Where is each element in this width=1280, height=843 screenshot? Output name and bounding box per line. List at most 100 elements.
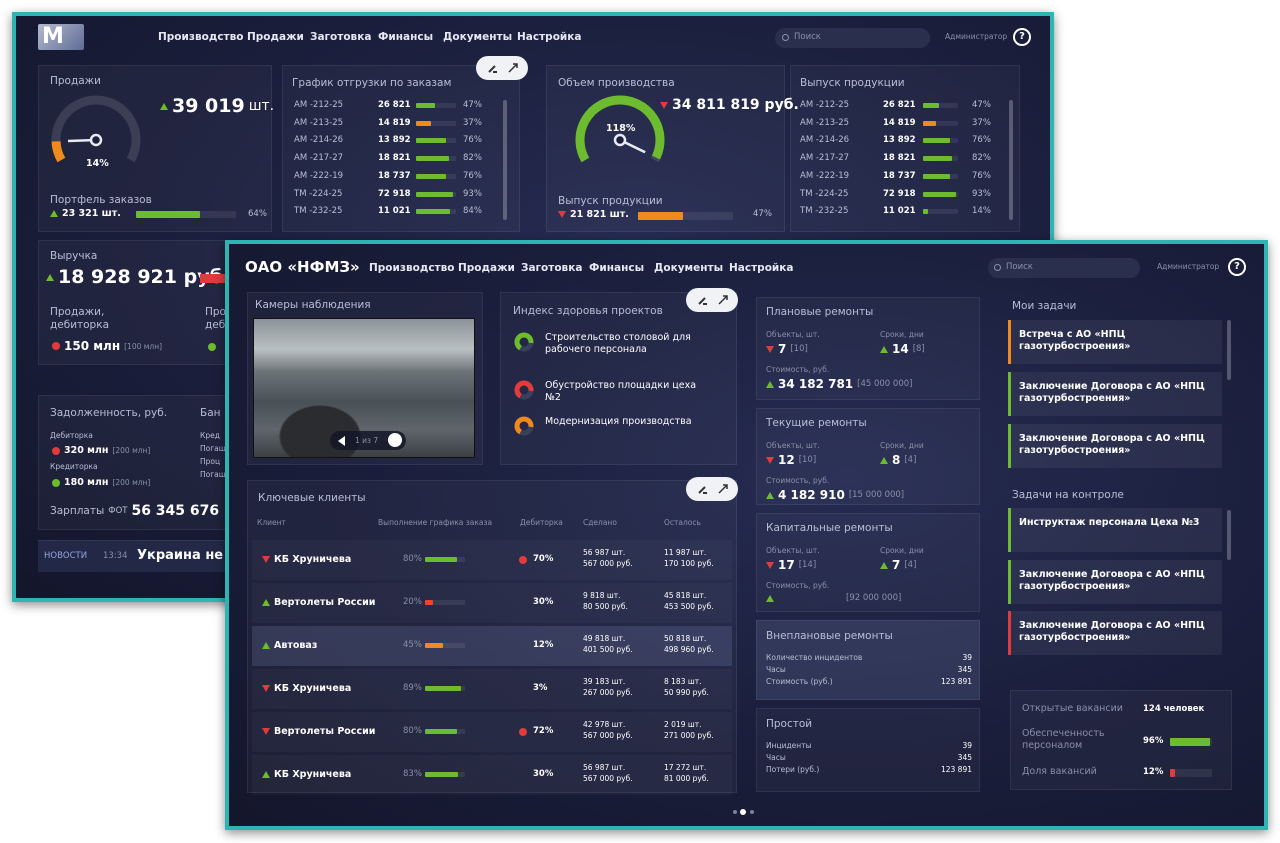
nav-item[interactable]: Заготовка	[521, 262, 583, 274]
nav-item[interactable]: Документы	[443, 31, 513, 43]
trend-arrow	[766, 456, 774, 464]
nav-item[interactable]: Производство	[158, 31, 244, 43]
trend-arrow	[766, 380, 774, 388]
nav-item[interactable]: Настройка	[729, 262, 794, 274]
panel	[756, 620, 980, 700]
value: 7	[892, 558, 901, 572]
nav-item[interactable]: Продажи	[247, 31, 304, 43]
ring-arc	[514, 380, 534, 400]
gauge-track	[51, 95, 141, 163]
value: [100 млн]	[124, 341, 163, 351]
progress-track	[416, 191, 456, 197]
progress-bar	[416, 120, 431, 126]
panel-title: График отгрузки по заказам	[292, 77, 452, 89]
panel	[790, 65, 1020, 232]
progress-bar	[425, 600, 433, 605]
order-code: АМ -213-25	[294, 117, 344, 128]
nav-item[interactable]: Настройка	[517, 31, 582, 43]
nav-item[interactable]: Финансы	[589, 262, 645, 274]
value: Зарплаты	[50, 505, 105, 517]
task-card[interactable]	[1008, 508, 1222, 552]
field-label: Стоимость, руб.	[766, 476, 830, 485]
quantity: 18 737	[378, 170, 411, 181]
column-header: Клиент	[257, 518, 286, 527]
days-value: 7 [4]	[880, 558, 916, 572]
value: Вертолеты России	[274, 726, 376, 737]
value: 23 321 шт.	[62, 208, 121, 219]
value: [10]	[790, 344, 808, 354]
left: 11 987 шт.	[664, 548, 707, 557]
percent: 37%	[972, 117, 991, 128]
page-dot[interactable]	[740, 809, 746, 815]
status-dot	[519, 728, 527, 736]
left: 271 000 руб.	[664, 731, 714, 740]
task-card[interactable]	[1008, 611, 1222, 655]
help-button[interactable]: ?	[1228, 258, 1246, 276]
progress-track	[416, 120, 456, 126]
revenue-value: 18 928 921 руб.	[46, 266, 230, 288]
value: [14]	[798, 560, 817, 570]
nav-item[interactable]: Документы	[654, 262, 724, 274]
debt: 12%	[533, 640, 554, 650]
cost-value: 4 182 910 [15 000 000]	[766, 488, 904, 502]
salary: Зарплаты ФОТ 56 345 676 ру	[50, 503, 243, 519]
value: 7	[778, 342, 787, 356]
progress-bar	[923, 191, 956, 197]
task-card[interactable]	[1008, 320, 1222, 364]
toggle-button[interactable]	[686, 477, 738, 501]
panel-title: Простой	[766, 718, 813, 730]
nav-item[interactable]: Финансы	[378, 31, 434, 43]
value: Вертолеты России	[274, 597, 376, 608]
cut-title: деб	[205, 319, 226, 331]
task-card[interactable]	[1008, 372, 1222, 416]
progress-track	[923, 191, 958, 197]
gauge-arc	[51, 140, 66, 163]
done: 401 500 руб.	[583, 645, 633, 654]
left: 8 183 шт.	[664, 677, 702, 686]
nav-item[interactable]: Продажи	[458, 262, 515, 274]
task-card[interactable]	[1008, 424, 1222, 468]
progress-track	[416, 173, 456, 179]
task-card[interactable]	[1008, 560, 1222, 604]
search-box[interactable]	[775, 28, 930, 48]
search-box[interactable]	[988, 258, 1140, 278]
page-dot[interactable]	[750, 810, 754, 814]
progress-bar	[425, 772, 459, 777]
help-button[interactable]: ?	[1013, 28, 1031, 46]
progress-bar	[136, 211, 200, 218]
progress-track	[923, 138, 958, 144]
debt: 30%	[533, 597, 554, 607]
logo-text: M	[42, 24, 64, 49]
panel	[546, 65, 785, 232]
health-icon	[514, 416, 534, 436]
panel-title: Внеплановые ремонты	[766, 630, 893, 642]
value: 17	[778, 558, 795, 572]
nav-item[interactable]: Заготовка	[310, 31, 372, 43]
trend-arrow	[262, 642, 270, 649]
cost-value: [92 000 000]	[766, 593, 901, 603]
progress-label: 80%	[403, 554, 422, 564]
panel-title: Индекс здоровья проектов	[513, 305, 663, 317]
status-dot	[208, 343, 216, 351]
health-item: Модернизация производства	[545, 416, 692, 427]
task-text: Встреча с АО «НПЦ газотурбостроения»	[1019, 329, 1131, 352]
progress-bar	[1170, 769, 1176, 777]
left: 81 000 руб.	[664, 774, 709, 783]
gauge	[575, 95, 665, 163]
status-dot	[52, 342, 60, 350]
page-dot[interactable]	[733, 810, 737, 814]
next-button[interactable]	[388, 433, 402, 447]
percent: 93%	[972, 188, 991, 199]
pager[interactable]	[330, 431, 406, 450]
toggle-button[interactable]	[686, 288, 738, 312]
progress-label: 20%	[403, 597, 422, 607]
prev-button[interactable]	[338, 436, 345, 446]
objects-value: 17 [14]	[766, 558, 816, 572]
progress-bar	[1170, 738, 1211, 746]
percent: 76%	[463, 135, 482, 146]
field-label: Инциденты	[766, 741, 812, 750]
trend-arrow	[880, 456, 888, 464]
toggle-button[interactable]	[476, 56, 528, 80]
nav-item[interactable]: Производство	[369, 262, 455, 274]
percent: 76%	[972, 170, 991, 181]
